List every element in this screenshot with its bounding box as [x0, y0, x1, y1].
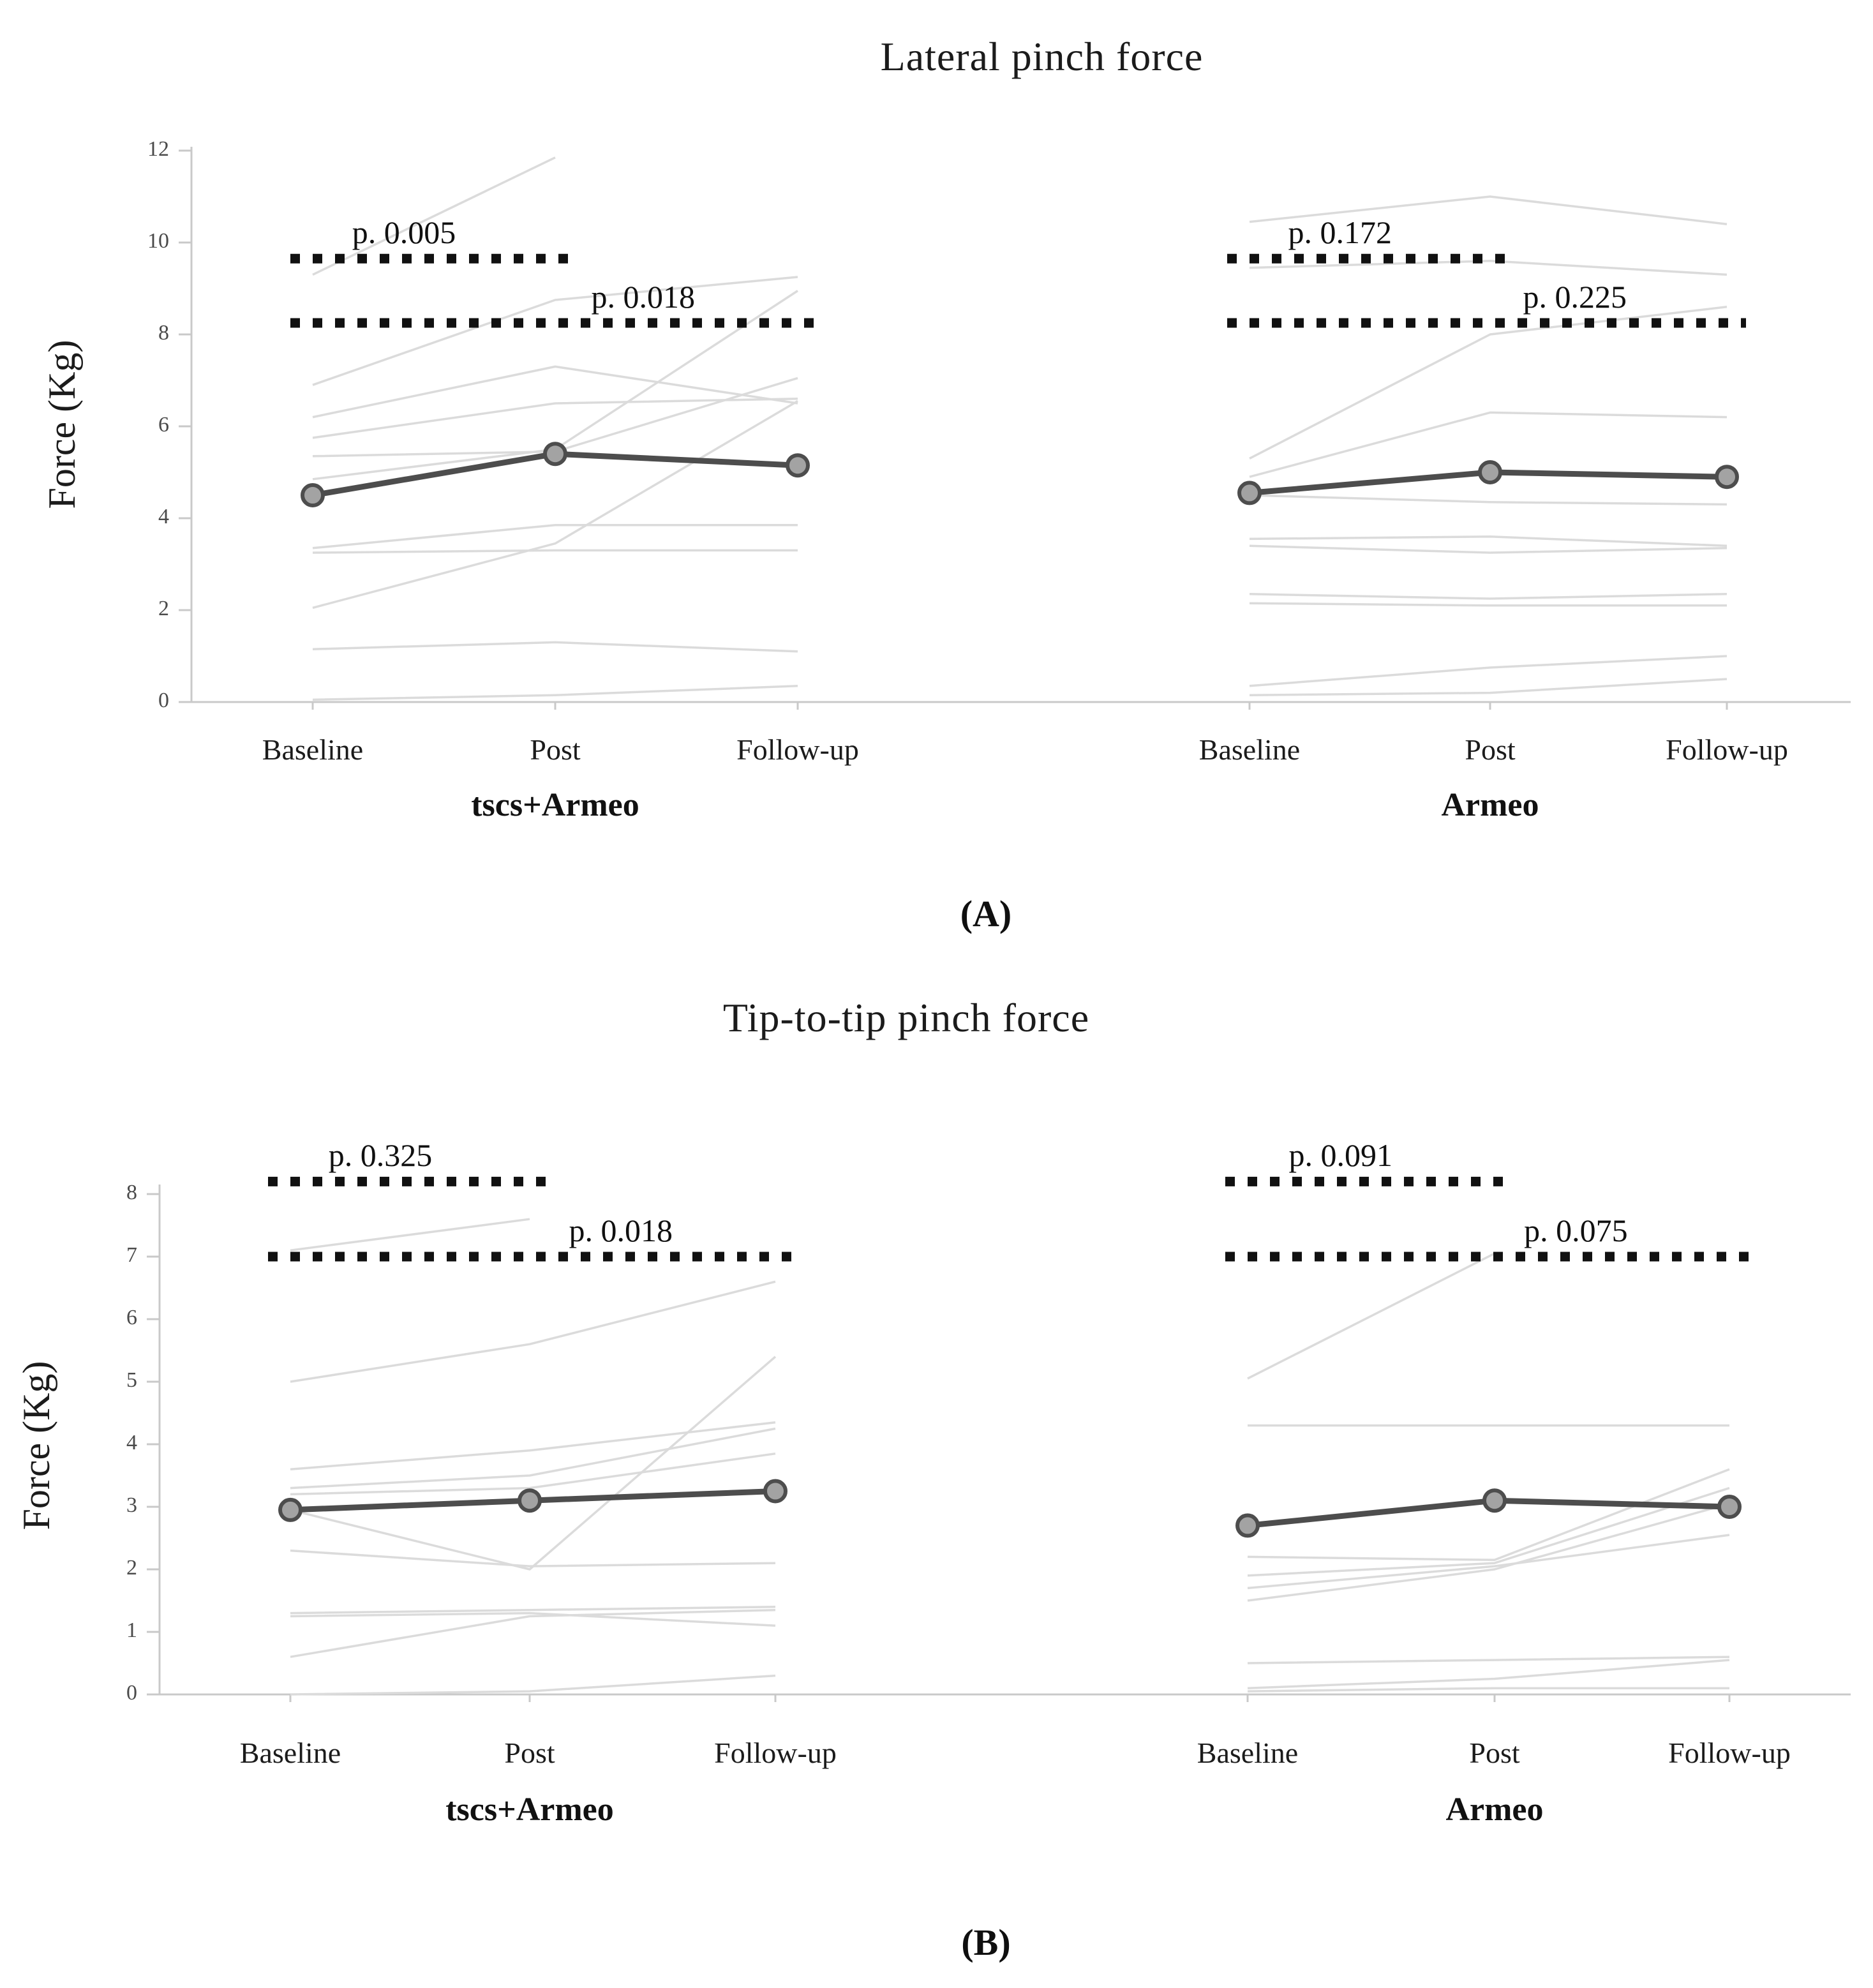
subject-line: [1249, 195, 1727, 225]
mean-marker: [278, 1497, 302, 1522]
y-tick-label: 10: [147, 229, 169, 253]
group-label: Armeo: [1441, 787, 1539, 823]
subject-line: [312, 524, 798, 549]
x-category-label: Follow-up: [736, 733, 859, 766]
subject-line: [1249, 544, 1727, 554]
subject-line: [1249, 678, 1727, 696]
group-label: tscs+Armeo: [471, 787, 639, 823]
subject-line: [1247, 1687, 1729, 1693]
subject-line: [290, 1549, 776, 1567]
x-category-label: Baseline: [239, 1737, 341, 1769]
mean-marker: [518, 1488, 542, 1513]
subject-line: [312, 276, 798, 386]
subject-line: [290, 1218, 530, 1252]
mean-marker: [763, 1479, 787, 1504]
subject-line: [1249, 494, 1727, 506]
y-tick-label: 3: [126, 1493, 137, 1517]
subject-line: [312, 398, 798, 439]
x-category-label: Follow-up: [1668, 1737, 1791, 1769]
panel-a-title: Lateral pinch force: [880, 34, 1204, 79]
x-category-label: Follow-up: [1666, 733, 1788, 766]
subject-line: [1247, 1468, 1730, 1562]
p-value-label: p. 0.091: [1288, 1137, 1393, 1174]
subject-line: [312, 641, 798, 653]
x-category-label: Post: [1465, 733, 1516, 766]
y-tick-label: 2: [158, 597, 169, 620]
p-value-label: p. 0.172: [1288, 214, 1392, 251]
p-value-label: p. 0.225: [1523, 279, 1627, 315]
y-tick-label: 5: [126, 1368, 137, 1392]
y-tick-label: 4: [158, 505, 169, 528]
p-value-label: p. 0.018: [569, 1213, 673, 1248]
x-category-label: Baseline: [1197, 1737, 1299, 1769]
subject-line: [290, 1608, 776, 1658]
y-tick-label: 0: [158, 689, 169, 712]
mean-marker: [301, 483, 325, 507]
subject-line: [1249, 602, 1727, 607]
mean-marker: [1715, 465, 1739, 490]
y-tick-label: 6: [126, 1306, 137, 1329]
p-value-label: p. 0.018: [591, 279, 696, 315]
y-tick-label: 6: [158, 413, 169, 437]
subject-line: [290, 1606, 776, 1615]
p-value-label: p. 0.325: [328, 1137, 433, 1174]
subject-line: [1249, 306, 1727, 460]
subject-line: [1247, 1252, 1495, 1380]
subject-line: [1249, 260, 1727, 276]
subject-line: [1249, 411, 1727, 478]
y-tick-label: 0: [126, 1681, 137, 1705]
subject-line: [1249, 535, 1727, 547]
mean-marker: [1482, 1488, 1507, 1513]
subject-line: [1249, 655, 1727, 687]
panel-a-letter: (A): [960, 893, 1012, 934]
subject-line: [312, 365, 798, 419]
group-label: tscs+Armeo: [445, 1791, 614, 1828]
y-tick-label: 2: [126, 1556, 137, 1580]
mean-marker: [786, 453, 810, 478]
subject-line: [290, 1452, 776, 1496]
subject-line: [1247, 1534, 1730, 1590]
y-tick-label: 12: [147, 137, 169, 161]
x-category-label: Baseline: [262, 733, 364, 766]
subject-line: [312, 549, 798, 554]
p-value-label: p. 0.005: [352, 214, 456, 251]
subject-line: [312, 156, 556, 276]
subject-line: [1247, 1659, 1730, 1689]
x-category-label: Post: [530, 733, 581, 766]
mean-marker: [1237, 481, 1262, 505]
panel-a-y-axis-label: Force (Kg): [41, 340, 83, 509]
subject-line: [312, 400, 798, 609]
panel-b-letter: (B): [961, 1922, 1011, 1963]
subject-line: [1247, 1655, 1730, 1664]
y-tick-label: 8: [126, 1181, 137, 1204]
group-label: Armeo: [1445, 1791, 1544, 1828]
subject-line: [1247, 1486, 1730, 1577]
x-category-label: Baseline: [1198, 733, 1301, 766]
subject-line: [290, 1280, 776, 1383]
y-tick-label: 7: [126, 1243, 137, 1267]
subject-line: [1247, 1502, 1730, 1602]
mean-marker: [1478, 460, 1502, 484]
mean-marker: [1717, 1495, 1742, 1519]
x-category-label: Post: [1469, 1737, 1520, 1769]
x-category-label: Post: [504, 1737, 555, 1769]
panel-b-y-axis-label: Force (Kg): [15, 1361, 57, 1530]
y-tick-label: 1: [126, 1618, 137, 1642]
x-category-label: Follow-up: [714, 1737, 837, 1769]
subject-line: [290, 1674, 776, 1696]
y-tick-label: 4: [126, 1431, 137, 1454]
subject-line: [290, 1611, 776, 1627]
subject-line: [290, 1427, 776, 1490]
mean-marker: [543, 442, 567, 467]
panel-b-title: Tip-to-tip pinch force: [722, 995, 1090, 1040]
y-tick-label: 8: [158, 321, 169, 345]
subject-line: [290, 1421, 776, 1470]
subject-line: [1249, 593, 1727, 600]
subject-line: [312, 685, 798, 701]
mean-marker: [1235, 1513, 1260, 1538]
p-value-label: p. 0.075: [1524, 1213, 1628, 1248]
subject-line: [290, 1356, 777, 1571]
